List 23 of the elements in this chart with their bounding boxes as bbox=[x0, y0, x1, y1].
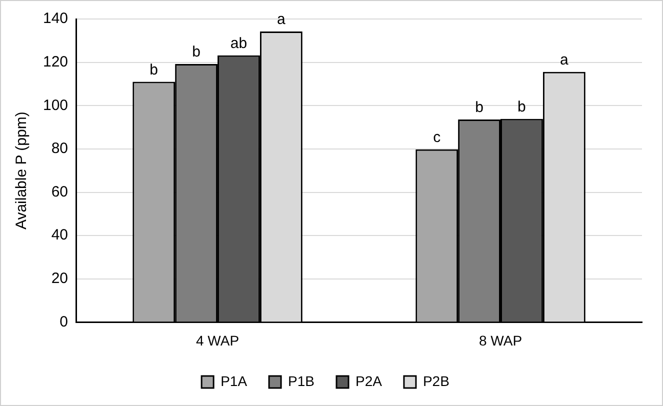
x-tick-label: 4 WAP bbox=[196, 332, 240, 348]
legend-label: P1B bbox=[288, 372, 315, 389]
y-tick-label: 140 bbox=[42, 10, 68, 28]
y-tick-label: 100 bbox=[42, 96, 68, 114]
y-tick-label: 120 bbox=[42, 53, 68, 70]
legend-label: P2B bbox=[422, 372, 450, 389]
data-label: ab bbox=[230, 35, 248, 52]
y-tick-label: 20 bbox=[51, 270, 68, 288]
legend-label: P1A bbox=[220, 372, 248, 389]
data-label: b bbox=[192, 44, 200, 61]
legend-label: P2A bbox=[356, 372, 383, 389]
data-label: a bbox=[560, 51, 570, 68]
y-tick-label: 40 bbox=[51, 226, 68, 244]
y-tick-label: 80 bbox=[51, 140, 68, 158]
y-axis-title: Available P (ppm) bbox=[13, 112, 30, 230]
data-label: a bbox=[277, 11, 286, 28]
x-tick-label: 8 WAP bbox=[478, 332, 522, 348]
y-tick-label: 60 bbox=[51, 183, 68, 200]
data-label: b bbox=[150, 61, 158, 78]
data-label: c bbox=[433, 129, 442, 146]
data-label: b bbox=[518, 98, 526, 116]
y-tick-label: 0 bbox=[60, 313, 68, 330]
data-label: b bbox=[475, 99, 484, 116]
